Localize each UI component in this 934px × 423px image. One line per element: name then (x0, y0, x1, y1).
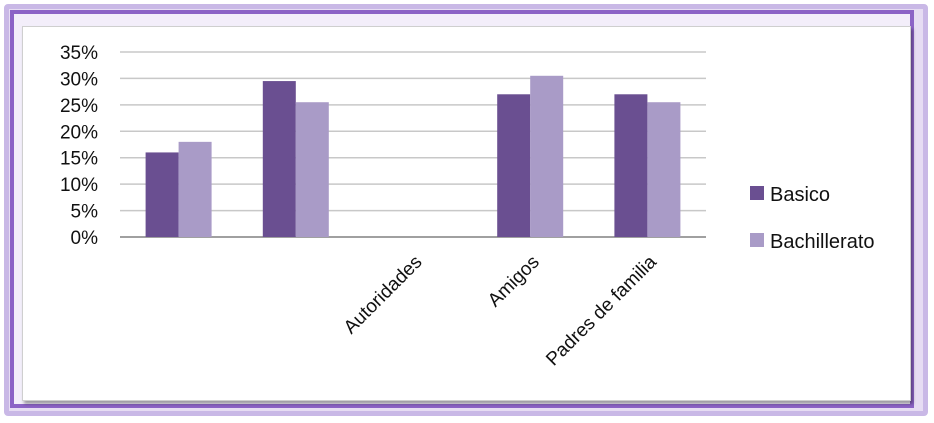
bar-bachillerato-3 (530, 75, 564, 238)
x-category-label: Autoridades (340, 252, 427, 339)
legend-swatch-bachillerato (750, 233, 764, 247)
y-tick-label: 20% (60, 122, 98, 143)
y-tick-label: 30% (60, 69, 98, 90)
y-tick-label: 25% (60, 96, 98, 117)
y-tick-label: 5% (71, 202, 99, 223)
bar-basico-0 (145, 152, 179, 237)
y-tick-label: 35% (60, 43, 98, 64)
bar-basico-4 (614, 94, 648, 238)
legend: Basico Bachillerato (750, 184, 875, 253)
bars (145, 75, 681, 238)
bar-basico-3 (497, 94, 531, 238)
x-category-label: Amigos (484, 252, 544, 312)
legend-swatch-basico (750, 186, 764, 200)
bar-basico-1 (262, 81, 296, 237)
legend-label-bachillerato: Bachillerato (770, 231, 875, 253)
gridlines (120, 51, 706, 238)
y-axis-ticks: 0% 5% 10% 15% 20% 25% 30% 35% (60, 43, 98, 249)
x-category-label: Padres de familia (542, 251, 661, 370)
y-tick-label: 0% (71, 228, 99, 249)
bar-bachillerato-4 (647, 102, 681, 237)
bar-bachillerato-1 (295, 102, 329, 237)
bar-bachillerato-0 (178, 141, 212, 237)
y-tick-label: 10% (60, 175, 98, 196)
y-tick-label: 15% (60, 149, 98, 170)
legend-label-basico: Basico (770, 184, 830, 206)
